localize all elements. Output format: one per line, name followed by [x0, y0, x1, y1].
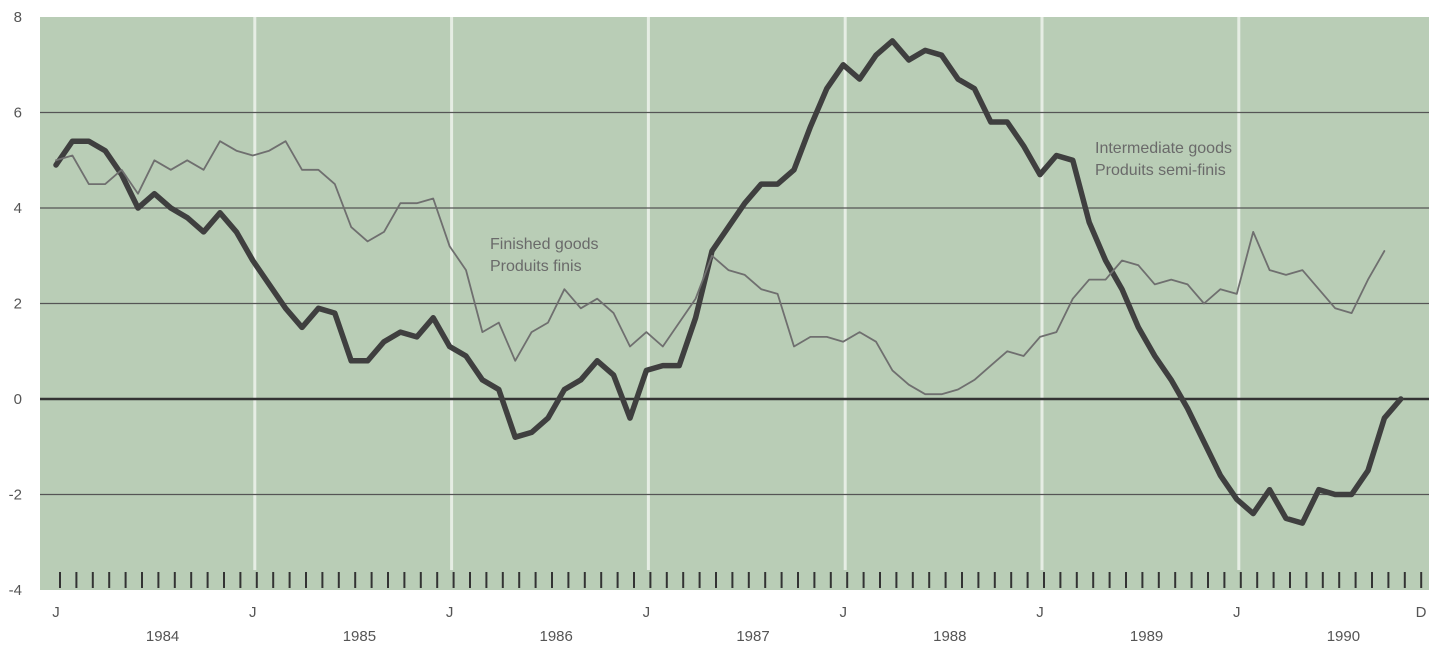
y-tick-label: 6	[14, 105, 22, 122]
x-year-label: 1985	[343, 628, 376, 645]
x-year-label: 1989	[1130, 628, 1163, 645]
x-month-label: J	[643, 604, 651, 621]
y-tick-label: -4	[9, 582, 22, 599]
x-month-label: J	[446, 604, 454, 621]
x-year-label: 1987	[736, 628, 769, 645]
intermediate-annotation: Produits semi-finis	[1095, 162, 1226, 179]
y-tick-label: 4	[14, 200, 22, 217]
x-month-label: J	[1233, 604, 1241, 621]
x-month-label: D	[1416, 604, 1427, 621]
finished-annotation: Finished goods	[490, 236, 599, 253]
x-year-label: 1984	[146, 628, 179, 645]
x-year-label: 1988	[933, 628, 966, 645]
y-tick-label: -2	[9, 487, 22, 504]
y-tick-label: 0	[14, 391, 22, 408]
finished-goods-line	[55, 140, 1386, 396]
intermediate-annotation: Intermediate goods	[1095, 140, 1232, 157]
x-month-label: J	[839, 604, 847, 621]
y-tick-label: 2	[14, 296, 22, 313]
finished-annotation: Produits finis	[490, 258, 582, 275]
x-year-label: 1990	[1327, 628, 1360, 645]
y-tick-label: 8	[14, 9, 22, 26]
x-month-label: J	[249, 604, 257, 621]
x-year-label: 1986	[540, 628, 573, 645]
x-month-label: J	[1036, 604, 1044, 621]
x-month-label: J	[52, 604, 60, 621]
intermediate-goods-line	[53, 38, 1404, 526]
